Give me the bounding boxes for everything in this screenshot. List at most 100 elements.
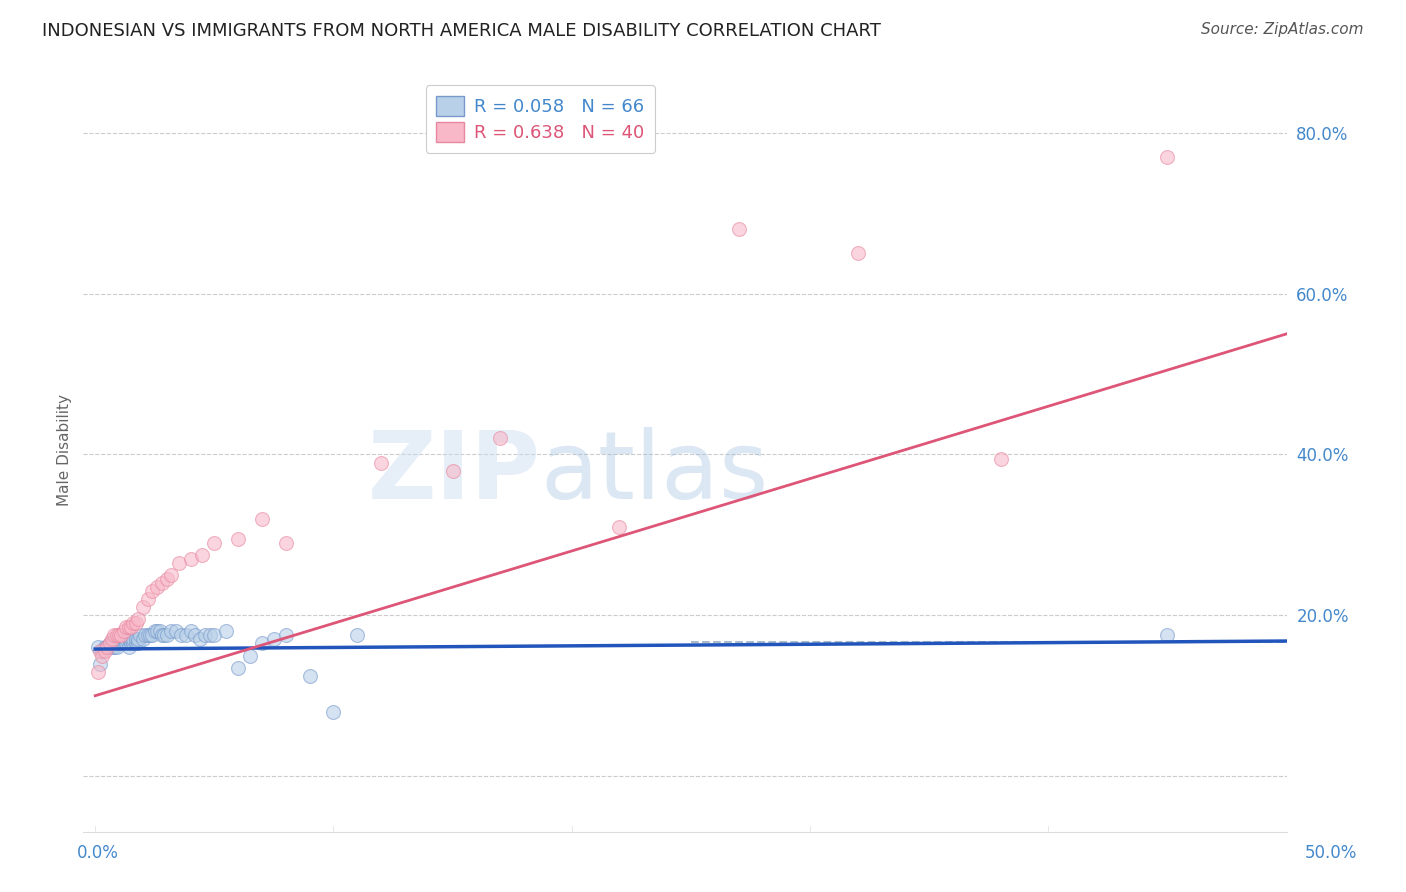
Point: [180, 552, 202, 566]
Point: [112, 624, 135, 639]
Point: [112, 632, 135, 647]
Point: [141, 584, 163, 599]
Point: [91, 648, 114, 663]
Point: [132, 600, 155, 615]
Legend: R = 0.058   N = 66, R = 0.638   N = 40: R = 0.058 N = 66, R = 0.638 N = 40: [426, 86, 655, 153]
Point: [194, 628, 217, 642]
Point: [120, 632, 142, 647]
Point: [105, 640, 128, 655]
Point: [110, 632, 132, 647]
Point: [127, 632, 149, 647]
Point: [150, 576, 173, 591]
Point: [148, 624, 170, 639]
Point: [103, 640, 125, 655]
Point: [125, 632, 148, 647]
Point: [202, 628, 225, 642]
Point: [156, 572, 179, 586]
Point: [250, 636, 273, 650]
Point: [263, 632, 285, 647]
Point: [184, 628, 207, 642]
Point: [226, 660, 249, 674]
Point: [89, 644, 111, 658]
Point: [1156, 150, 1178, 164]
Point: [101, 632, 124, 647]
Point: [489, 431, 512, 445]
Point: [98, 636, 121, 650]
Point: [129, 628, 152, 642]
Point: [146, 580, 169, 594]
Point: [370, 456, 392, 470]
Point: [98, 636, 121, 650]
Point: [125, 636, 148, 650]
Point: [990, 451, 1012, 466]
Point: [96, 640, 118, 655]
Point: [91, 644, 114, 658]
Point: [198, 628, 221, 642]
Point: [1156, 628, 1178, 642]
Point: [117, 640, 139, 655]
Point: [441, 464, 464, 478]
Text: ZIP: ZIP: [368, 427, 540, 519]
Point: [96, 640, 118, 655]
Point: [136, 628, 159, 642]
Point: [250, 512, 273, 526]
Point: [122, 616, 145, 631]
Point: [609, 520, 631, 534]
Point: [146, 624, 169, 639]
Point: [136, 592, 159, 607]
Point: [117, 632, 139, 647]
Point: [112, 636, 135, 650]
Point: [274, 628, 297, 642]
Point: [105, 636, 128, 650]
Point: [101, 636, 124, 650]
Point: [239, 648, 262, 663]
Point: [143, 624, 166, 639]
Point: [188, 632, 211, 647]
Point: [167, 556, 190, 570]
Point: [170, 628, 193, 642]
Point: [125, 616, 148, 631]
Point: [134, 628, 156, 642]
Point: [846, 246, 869, 260]
Point: [153, 628, 176, 642]
Point: [112, 636, 135, 650]
Point: [110, 628, 132, 642]
Point: [115, 636, 138, 650]
Point: [110, 636, 132, 650]
Point: [132, 632, 155, 647]
Point: [160, 624, 183, 639]
Point: [120, 620, 142, 634]
Y-axis label: Male Disability: Male Disability: [58, 394, 72, 507]
Text: Source: ZipAtlas.com: Source: ZipAtlas.com: [1201, 22, 1364, 37]
Point: [93, 640, 115, 655]
Point: [150, 628, 173, 642]
Point: [117, 620, 139, 634]
Point: [105, 628, 128, 642]
Point: [101, 640, 124, 655]
Point: [346, 628, 368, 642]
Point: [108, 632, 131, 647]
Point: [322, 705, 344, 719]
Point: [127, 612, 149, 626]
Point: [93, 644, 115, 658]
Point: [115, 620, 138, 634]
Text: 50.0%: 50.0%: [1305, 844, 1357, 862]
Point: [202, 536, 225, 550]
Point: [89, 657, 111, 671]
Point: [191, 548, 214, 562]
Point: [86, 640, 108, 655]
Point: [160, 568, 183, 582]
Point: [108, 636, 131, 650]
Point: [174, 628, 197, 642]
Point: [108, 628, 131, 642]
Text: atlas: atlas: [540, 427, 769, 519]
Point: [120, 636, 142, 650]
Point: [156, 628, 179, 642]
Text: INDONESIAN VS IMMIGRANTS FROM NORTH AMERICA MALE DISABILITY CORRELATION CHART: INDONESIAN VS IMMIGRANTS FROM NORTH AMER…: [42, 22, 882, 40]
Point: [165, 624, 187, 639]
Point: [122, 636, 145, 650]
Point: [103, 632, 125, 647]
Point: [274, 536, 297, 550]
Point: [127, 636, 149, 650]
Point: [110, 636, 132, 650]
